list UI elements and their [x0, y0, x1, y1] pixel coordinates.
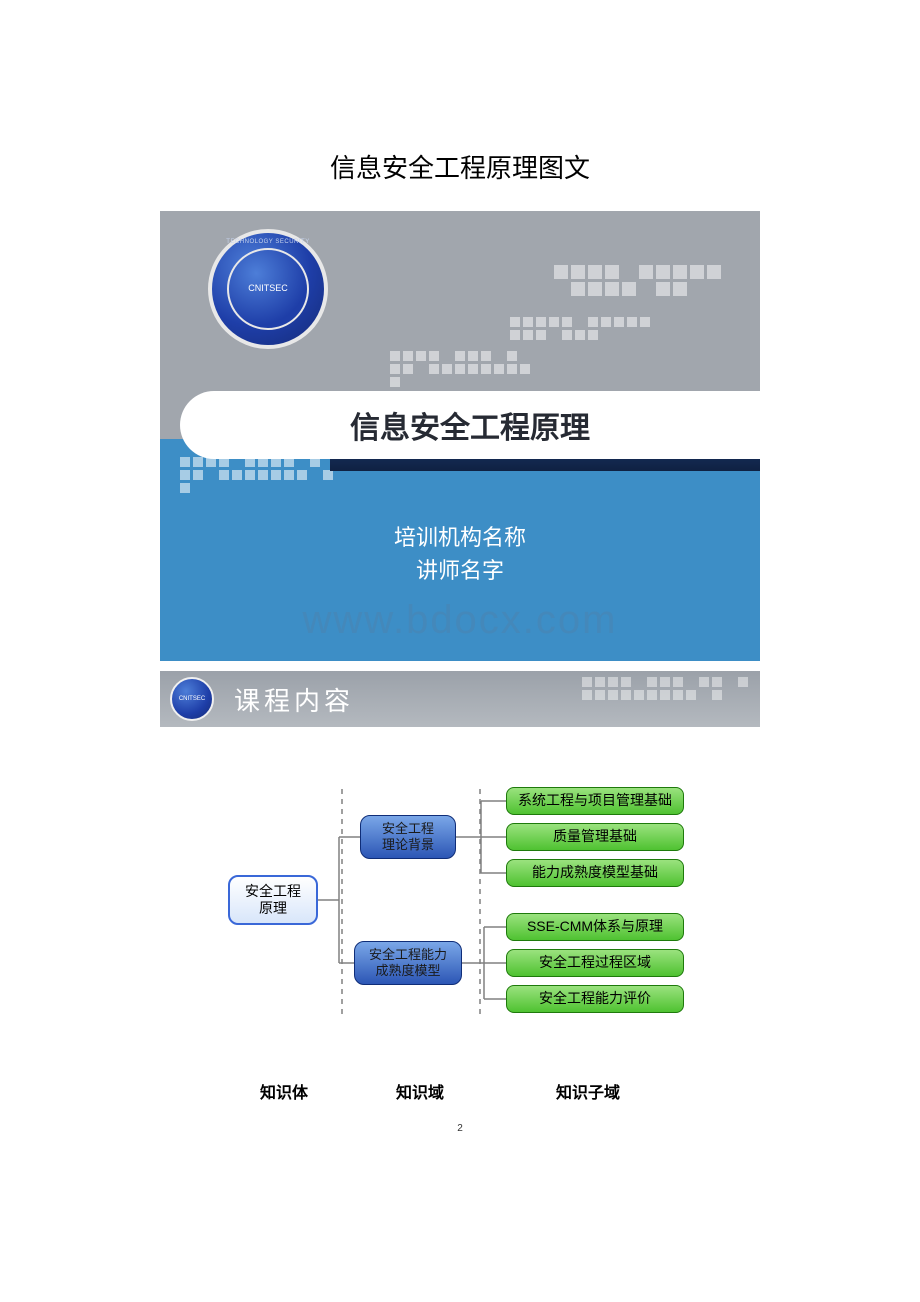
slide-main-title: 信息安全工程原理: [180, 391, 760, 459]
slide2-title: 课程内容: [234, 681, 354, 718]
node-mid-cmm: 安全工程能力 成熟度模型: [354, 941, 462, 985]
cnitsec-logo-small: CNITSEC: [170, 677, 214, 721]
axis-label-3: 知识子域: [556, 1079, 620, 1103]
deco-squares-header: [582, 677, 752, 700]
deco-squares-bl: [180, 457, 340, 493]
watermark: www.bdocx.com: [160, 598, 760, 643]
deco-squares-tr: [554, 265, 734, 296]
page-number: 2: [0, 1123, 920, 1134]
trainer-info: 培训机构名称 讲师名字: [160, 521, 760, 587]
slide-cover: TECHNOLOGY SECURITY CNITSEC 信息安全工程原理: [160, 211, 760, 661]
course-diagram: 安全工程 原理安全工程 理论背景安全工程能力 成熟度模型 系统工程与项目管理基础质…: [160, 779, 760, 1079]
node-leaf-3: SSE-CMM体系与原理: [506, 913, 684, 941]
node-leaf-5: 安全工程能力评价: [506, 985, 684, 1013]
node-leaf-1: 质量管理基础: [506, 823, 684, 851]
deco-squares-mid: [510, 317, 670, 340]
node-leaf-4: 安全工程过程区域: [506, 949, 684, 977]
org-name: 培训机构名称: [160, 521, 760, 554]
node-leaf-0: 系统工程与项目管理基础: [506, 787, 684, 815]
node-root: 安全工程 原理: [228, 875, 318, 925]
logo-inner: CNITSEC: [227, 248, 309, 330]
page-title: 信息安全工程原理图文: [0, 0, 920, 205]
lecturer-name: 讲师名字: [160, 554, 760, 587]
deco-squares-low: [390, 351, 540, 387]
slide2-header: CNITSEC 课程内容: [160, 671, 760, 727]
logo-text: CNITSEC: [248, 284, 288, 294]
node-mid-bg: 安全工程 理论背景: [360, 815, 456, 859]
logo-ring-text: TECHNOLOGY SECURITY: [212, 239, 324, 245]
axis-label-2: 知识域: [396, 1079, 444, 1103]
cnitsec-logo: TECHNOLOGY SECURITY CNITSEC: [208, 229, 328, 349]
node-leaf-2: 能力成熟度模型基础: [506, 859, 684, 887]
logo-small-text: CNITSEC: [179, 696, 205, 702]
axis-label-1: 知识体: [260, 1079, 308, 1103]
diagram-axis-labels: 知识体 知识域 知识子域: [160, 1079, 760, 1119]
